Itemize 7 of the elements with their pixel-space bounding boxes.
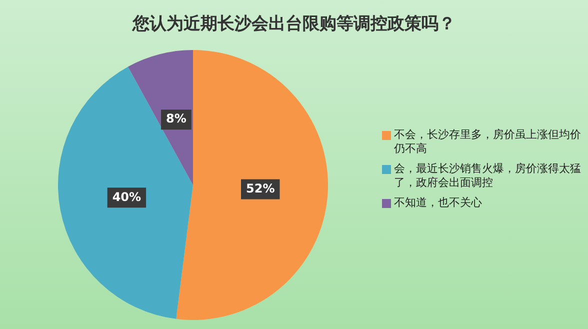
legend-label: 不会，长沙存里多，房价虽上涨但均价仍不高 [394, 128, 582, 156]
chart-title: 您认为近期长沙会出台限购等调控政策吗？ [131, 13, 456, 35]
legend-label: 不知道，也不关心 [394, 196, 482, 210]
data-label: 8% [166, 112, 186, 126]
data-label: 40% [112, 190, 142, 204]
data-label: 52% [246, 181, 275, 196]
legend-label: 会，最近长沙销售火爆，房价涨得太猛了，政府会出面调控 [394, 162, 582, 190]
